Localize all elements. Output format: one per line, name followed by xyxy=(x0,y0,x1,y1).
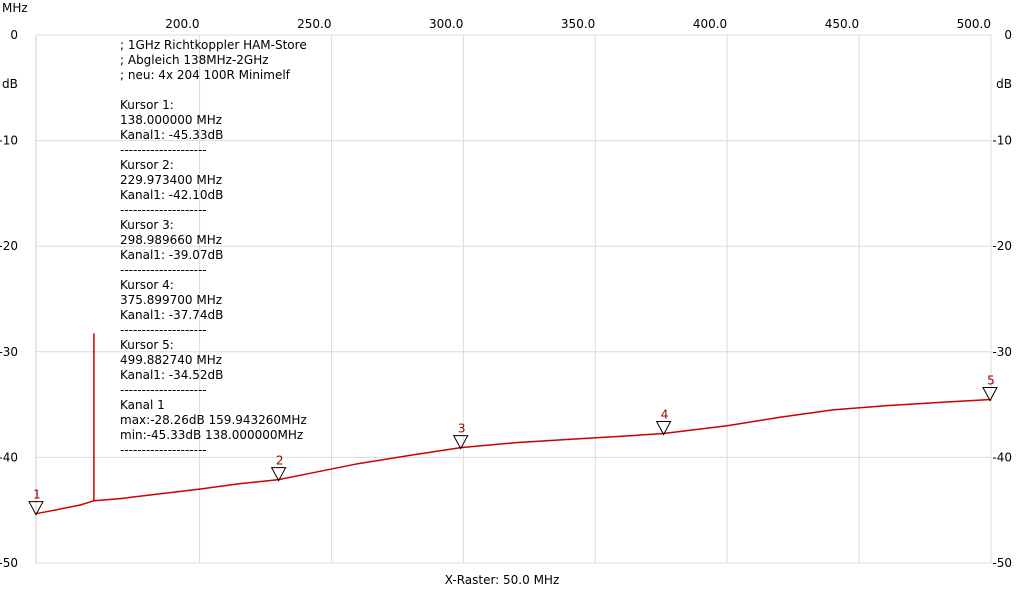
annotation-line: -------------------- xyxy=(120,323,207,337)
cursor-marker-label: 2 xyxy=(276,454,284,468)
data-point xyxy=(937,401,940,404)
grid xyxy=(36,34,992,564)
cursor-marker xyxy=(270,467,287,482)
data-point xyxy=(884,404,887,407)
annotation-line: ; Abgleich 138MHz-2GHz xyxy=(120,53,269,67)
y-tick-label-left: -30 xyxy=(0,345,18,359)
data-point xyxy=(80,504,82,506)
data-point xyxy=(53,509,56,512)
annotation-line: -------------------- xyxy=(120,383,207,397)
annotation-line: Kanal1: -42.10dB xyxy=(120,188,224,202)
annotation-line: ; neu: 4x 204 100R Minimelf xyxy=(120,68,290,82)
y-tick-label-left: -10 xyxy=(0,134,18,148)
annotation-panel: ; 1GHz Richtkoppler HAM-Store; Abgleich … xyxy=(120,38,307,458)
data-point xyxy=(357,462,359,465)
axis-labels: 200.0 250.0 300.0 350.0 400.0 450.0 500.0 0 0 -10… xyxy=(0,1,1012,587)
annotation-line: -------------------- xyxy=(120,263,207,277)
x-tick-label: 500.0 xyxy=(957,17,991,31)
annotation-line: -------------------- xyxy=(120,443,207,457)
cursor-marker-label: 5 xyxy=(987,374,995,388)
cursor-marker xyxy=(982,387,998,402)
cursor-marker xyxy=(655,421,672,436)
annotation-line: 499.882740 MHz xyxy=(120,353,223,367)
y-tick-label-right: 0 xyxy=(1004,28,1012,42)
cursor-markers: 1 2 3 4 5 xyxy=(28,374,998,516)
annotation-line: ; 1GHz Richtkoppler HAM-Store xyxy=(120,38,307,52)
y-unit-label-right: dB xyxy=(996,77,1012,91)
x-tick-label: 300.0 xyxy=(429,17,463,31)
annotation-line: 229.973400 MHz xyxy=(120,173,223,187)
y-tick-label-right: -50 xyxy=(992,556,1012,570)
data-point xyxy=(726,424,728,427)
annotation-line: Kanal1: -45.33dB xyxy=(120,128,224,142)
annotation-line: Kursor 5: xyxy=(120,338,174,352)
x-tick-label: 350.0 xyxy=(561,17,595,31)
annotation-line: Kursor 4: xyxy=(120,278,174,292)
data-point xyxy=(409,454,412,457)
data-point xyxy=(238,483,240,485)
data-point xyxy=(515,441,517,444)
y-tick-label-right: -20 xyxy=(992,239,1012,253)
cursor-marker-label: 4 xyxy=(661,408,669,422)
annotation-line: Kanal1: -34.52dB xyxy=(120,368,224,382)
cursor-marker-label: 3 xyxy=(458,422,466,436)
y-tick-label-left: -40 xyxy=(0,450,18,464)
annotation-line: 375.899700 MHz xyxy=(120,293,223,307)
x-tick-label: 400.0 xyxy=(693,17,727,31)
cursor-marker xyxy=(28,501,44,516)
y-tick-label-right: -40 xyxy=(992,450,1012,464)
annotation-line: Kursor 2: xyxy=(120,158,174,172)
data-point xyxy=(568,438,570,441)
annotation-line: Kursor 1: xyxy=(120,98,174,112)
y-tick-label-left: -20 xyxy=(0,239,18,253)
data-point xyxy=(620,435,623,438)
cursor-marker xyxy=(452,435,469,450)
data-point xyxy=(831,409,834,411)
y-tick-label-left: 0 xyxy=(10,28,18,42)
y-tick-label-left: -50 xyxy=(0,556,18,570)
x-tick-label: 250.0 xyxy=(297,17,331,31)
annotation-line xyxy=(120,83,307,98)
cursor-marker-label: 1 xyxy=(33,488,41,502)
data-point xyxy=(304,473,306,476)
x-unit-label: MHz xyxy=(2,1,28,15)
x-tick-label: 450.0 xyxy=(825,17,859,31)
y-tick-label-right: -10 xyxy=(992,134,1012,148)
annotation-line: Kursor 3: xyxy=(120,218,174,232)
annotation-line: 298.989660 MHz xyxy=(120,233,223,247)
data-point xyxy=(119,497,122,500)
annotation-line: Kanal 1 xyxy=(120,398,165,412)
x-tick-label: 200.0 xyxy=(165,17,199,31)
annotation-line: -------------------- xyxy=(120,143,207,157)
data-series xyxy=(35,333,992,515)
x-raster-label: X-Raster: 50.0 MHz xyxy=(445,573,560,587)
data-point xyxy=(779,416,781,419)
annotation-line: Kanal1: -39.07dB xyxy=(120,248,224,262)
data-point xyxy=(198,488,201,490)
annotation-line: max:-28.26dB 159.943260MHz xyxy=(120,413,307,427)
annotation-line: min:-45.33dB 138.000000MHz xyxy=(120,428,304,442)
annotation-line: Kanal1: -37.74dB xyxy=(120,308,224,322)
annotation-line: -------------------- xyxy=(120,203,207,217)
annotation-line: 138.000000 MHz xyxy=(120,113,223,127)
y-unit-label-left: dB xyxy=(2,77,18,91)
y-tick-label-right: -30 xyxy=(992,345,1012,359)
data-point xyxy=(146,494,148,497)
